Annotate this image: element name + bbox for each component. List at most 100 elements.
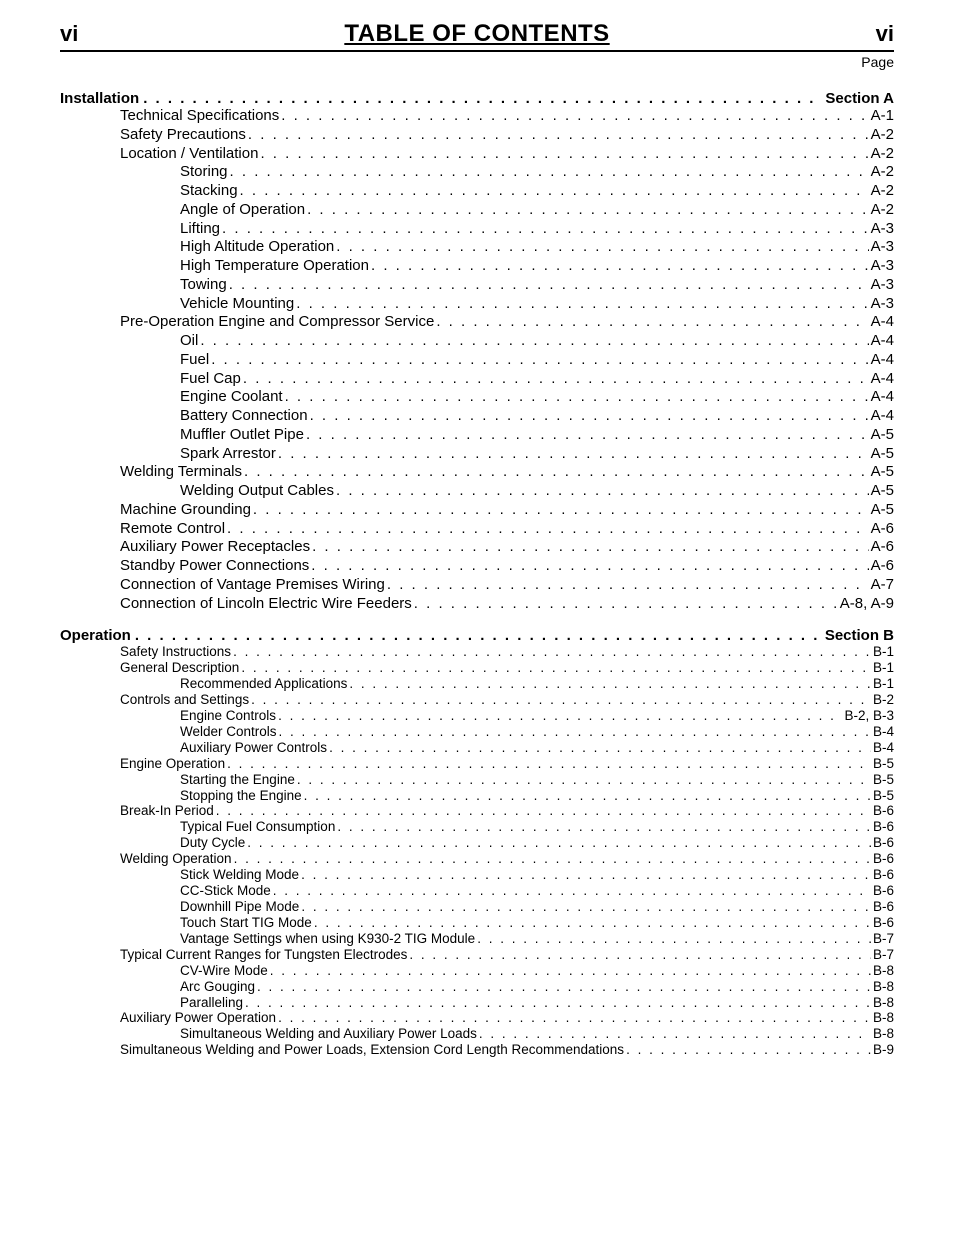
toc-entry-page: B-5 xyxy=(871,772,894,788)
toc-leader-dots: . . . . . . . . . . . . . . . . . . . . … xyxy=(257,979,871,995)
toc-entry: Oil. . . . . . . . . . . . . . . . . . .… xyxy=(60,332,894,351)
toc-entry: Welding Operation. . . . . . . . . . . .… xyxy=(60,851,894,867)
toc-entry: Stopping the Engine. . . . . . . . . . .… xyxy=(60,788,894,804)
toc-entry-page: B-2 xyxy=(871,692,894,708)
toc-entry-label: Engine Coolant xyxy=(180,388,285,407)
toc-entry-label: Stopping the Engine xyxy=(180,788,304,804)
toc-leader-dots: . . . . . . . . . . . . . . . . . . . . … xyxy=(247,835,871,851)
toc-entry-page: B-8 xyxy=(871,995,894,1011)
toc-entry-page: A-5 xyxy=(869,426,894,445)
toc-entry-page: B-6 xyxy=(871,867,894,883)
toc-leader-dots: . . . . . . . . . . . . . . . . . . . . … xyxy=(216,803,871,819)
toc-entry: Starting the Engine. . . . . . . . . . .… xyxy=(60,772,894,788)
toc-entry: Controls and Settings. . . . . . . . . .… xyxy=(60,692,894,708)
toc-leader-dots: . . . . . . . . . . . . . . . . . . . . … xyxy=(436,313,868,332)
toc-leader-dots: . . . . . . . . . . . . . . . . . . . . … xyxy=(409,947,871,963)
toc-entry-label: Controls and Settings xyxy=(120,692,251,708)
toc-entry: Standby Power Connections. . . . . . . .… xyxy=(60,557,894,576)
toc-leader-dots: . . . . . . . . . . . . . . . . . . . . … xyxy=(248,126,869,145)
toc-entry: Welding Output Cables. . . . . . . . . .… xyxy=(60,482,894,501)
toc-leader-dots: . . . . . . . . . . . . . . . . . . . . … xyxy=(227,756,871,772)
toc-entry-label: Break-In Period xyxy=(120,803,216,819)
toc-leader-dots: . . . . . . . . . . . . . . . . . . . . … xyxy=(314,915,871,931)
toc-entry-label: Typical Current Ranges for Tungsten Elec… xyxy=(120,947,409,963)
toc-entry-page: A-6 xyxy=(869,557,894,576)
toc-leader-dots: . . . . . . . . . . . . . . . . . . . . … xyxy=(311,557,868,576)
toc-leader-dots: . . . . . . . . . . . . . . . . . . . . … xyxy=(479,1026,871,1042)
toc-entry-label: Machine Grounding xyxy=(120,501,253,520)
toc-leader-dots: . . . . . . . . . . . . . . . . . . . . … xyxy=(349,676,871,692)
toc-section-label: Operation xyxy=(60,627,135,644)
toc-entry-page: B-7 xyxy=(871,931,894,947)
toc-leader-dots: . . . . . . . . . . . . . . . . . . . . … xyxy=(329,740,871,756)
toc-entry-label: Welding Output Cables xyxy=(180,482,336,501)
toc-entry-label: Towing xyxy=(180,276,229,295)
toc-entry-label: Engine Controls xyxy=(180,708,278,724)
toc-entry-page: B-8 xyxy=(871,1026,894,1042)
toc-entry-label: Starting the Engine xyxy=(180,772,297,788)
toc-entry-page: B-2, B-3 xyxy=(842,708,894,724)
toc-entry: Storing. . . . . . . . . . . . . . . . .… xyxy=(60,163,894,182)
toc-body: Installation. . . . . . . . . . . . . . … xyxy=(60,90,894,1058)
toc-entry-page: A-3 xyxy=(869,295,894,314)
toc-entry-label: Welding Terminals xyxy=(120,463,244,482)
toc-entry: General Description. . . . . . . . . . .… xyxy=(60,660,894,676)
toc-entry-page: B-6 xyxy=(871,915,894,931)
toc-entry-label: Welding Operation xyxy=(120,851,234,867)
toc-section-page: Section B xyxy=(821,627,894,644)
toc-entry-label: Oil xyxy=(180,332,200,351)
toc-entry-page: A-5 xyxy=(869,501,894,520)
toc-leader-dots: . . . . . . . . . . . . . . . . . . . . … xyxy=(336,238,868,257)
toc-entry-label: CC-Stick Mode xyxy=(180,883,273,899)
toc-leader-dots: . . . . . . . . . . . . . . . . . . . . … xyxy=(297,772,871,788)
toc-leader-dots: . . . . . . . . . . . . . . . . . . . . … xyxy=(307,201,869,220)
toc-entry-label: Arc Gouging xyxy=(180,979,257,995)
toc-entry-label: Auxiliary Power Receptacles xyxy=(120,538,312,557)
toc-entry-page: A-6 xyxy=(869,538,894,557)
toc-leader-dots: . . . . . . . . . . . . . . . . . . . . … xyxy=(285,388,869,407)
toc-entry-page: B-4 xyxy=(871,724,894,740)
toc-entry-page: A-4 xyxy=(869,351,894,370)
toc-entry-page: A-4 xyxy=(869,332,894,351)
toc-entry-page: A-2 xyxy=(869,182,894,201)
toc-entry-page: A-1 xyxy=(869,107,894,126)
toc-entry: Pre-Operation Engine and Compressor Serv… xyxy=(60,313,894,332)
toc-leader-dots: . . . . . . . . . . . . . . . . . . . . … xyxy=(230,163,869,182)
toc-entry: Welder Controls. . . . . . . . . . . . .… xyxy=(60,724,894,740)
toc-entry-page: A-4 xyxy=(869,388,894,407)
toc-entry-page: A-4 xyxy=(869,313,894,332)
toc-leader-dots: . . . . . . . . . . . . . . . . . . . . … xyxy=(227,520,869,539)
toc-entry: Muffler Outlet Pipe. . . . . . . . . . .… xyxy=(60,426,894,445)
toc-leader-dots: . . . . . . . . . . . . . . . . . . . . … xyxy=(233,644,871,660)
toc-entry-label: Fuel xyxy=(180,351,211,370)
toc-entry-label: Pre-Operation Engine and Compressor Serv… xyxy=(120,313,436,332)
toc-entry-page: B-1 xyxy=(871,676,894,692)
toc-section-heading: Operation. . . . . . . . . . . . . . . .… xyxy=(60,627,894,644)
toc-entry-label: Simultaneous Welding and Auxiliary Power… xyxy=(180,1026,479,1042)
toc-entry-page: A-4 xyxy=(869,370,894,389)
toc-leader-dots: . . . . . . . . . . . . . . . . . . . . … xyxy=(477,931,871,947)
toc-leader-dots: . . . . . . . . . . . . . . . . . . . . … xyxy=(222,220,869,239)
toc-entry-label: Auxiliary Power Operation xyxy=(120,1010,278,1026)
toc-entry-label: Angle of Operation xyxy=(180,201,307,220)
toc-entry-label: Fuel Cap xyxy=(180,370,243,389)
toc-entry: Lifting. . . . . . . . . . . . . . . . .… xyxy=(60,220,894,239)
toc-entry-page: B-8 xyxy=(871,963,894,979)
toc-leader-dots: . . . . . . . . . . . . . . . . . . . . … xyxy=(143,90,821,107)
toc-leader-dots: . . . . . . . . . . . . . . . . . . . . … xyxy=(251,692,871,708)
toc-section-page: Section A xyxy=(821,90,894,107)
toc-entry: Connection of Vantage Premises Wiring. .… xyxy=(60,576,894,595)
toc-entry: CC-Stick Mode. . . . . . . . . . . . . .… xyxy=(60,883,894,899)
toc-entry-page: B-1 xyxy=(871,660,894,676)
toc-entry: Machine Grounding. . . . . . . . . . . .… xyxy=(60,501,894,520)
toc-entry: Touch Start TIG Mode. . . . . . . . . . … xyxy=(60,915,894,931)
toc-entry: Fuel. . . . . . . . . . . . . . . . . . … xyxy=(60,351,894,370)
toc-entry: Safety Instructions. . . . . . . . . . .… xyxy=(60,644,894,660)
toc-entry-page: A-2 xyxy=(869,145,894,164)
toc-entry: Angle of Operation. . . . . . . . . . . … xyxy=(60,201,894,220)
toc-entry-label: Standby Power Connections xyxy=(120,557,311,576)
toc-entry-page: B-9 xyxy=(871,1042,894,1058)
toc-leader-dots: . . . . . . . . . . . . . . . . . . . . … xyxy=(301,899,871,915)
toc-leader-dots: . . . . . . . . . . . . . . . . . . . . … xyxy=(273,883,871,899)
toc-entry-page: A-5 xyxy=(869,463,894,482)
